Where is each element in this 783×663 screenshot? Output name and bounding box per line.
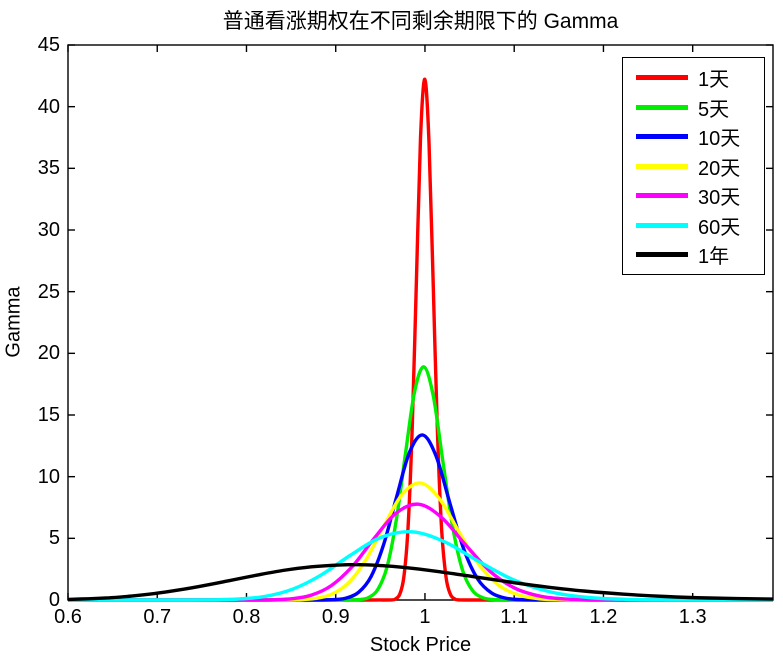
legend-line-swatch	[636, 75, 688, 81]
x-tick-label: 0.7	[143, 606, 172, 628]
legend-line-swatch	[636, 104, 688, 110]
series-line	[67, 77, 773, 602]
series-line	[67, 502, 773, 602]
x-tick-label: 1	[419, 606, 431, 628]
x-tick-label: 0.6	[54, 606, 82, 628]
x-tick-label: 0.9	[321, 606, 350, 628]
x-tick-label: 1.3	[678, 606, 707, 628]
legend-item: 1年	[623, 240, 764, 270]
legend-item-label: 10天	[698, 128, 741, 151]
legend-item-label: 60天	[698, 216, 741, 239]
legend-line-swatch	[636, 252, 688, 258]
y-tick-label: 25	[37, 280, 60, 303]
y-tick-label: 10	[37, 465, 60, 488]
series-line	[67, 481, 773, 602]
legend-line-swatch	[636, 163, 688, 169]
y-tick-label: 15	[37, 404, 60, 426]
legend-item: 30天	[623, 181, 764, 211]
legend-item: 20天	[623, 152, 764, 182]
legend-item: 60天	[623, 211, 764, 241]
axes-box	[67, 44, 774, 601]
legend-item: 1天	[623, 63, 764, 93]
legend-line-swatch	[636, 222, 688, 228]
x-tick-label: 1.1	[500, 606, 529, 628]
y-tick-label: 0	[48, 589, 60, 611]
x-tick-label: 1.2	[589, 606, 618, 628]
legend-item-label: 1年	[698, 246, 730, 269]
legend-item: 5天	[623, 93, 764, 123]
legend: 1天 5天 10天 20天 30天 60天 1年	[622, 57, 765, 275]
y-tick-label: 45	[37, 34, 60, 56]
y-tick-label: 30	[37, 219, 60, 241]
series-line	[67, 562, 774, 602]
legend-item: 10天	[623, 122, 764, 152]
legend-line-swatch	[636, 193, 688, 199]
legend-item-label: 20天	[698, 157, 741, 180]
y-tick-label: 5	[48, 527, 60, 550]
chart-title: 普通看涨期权在不同剩余期限下的 Gamma	[222, 10, 619, 33]
y-tick-label: 20	[37, 342, 60, 365]
legend-item-label: 30天	[698, 187, 741, 210]
legend-item-label: 1天	[698, 69, 730, 92]
y-tick-label: 40	[37, 95, 60, 118]
x-tick-label: 0.8	[232, 606, 261, 628]
series-line	[67, 529, 773, 602]
legend-item-label: 5天	[698, 98, 730, 121]
y-tick-label: 35	[37, 157, 60, 180]
series-line	[67, 433, 773, 602]
x-axis-label: Stock Price	[369, 634, 472, 656]
legend-line-swatch	[636, 134, 688, 140]
series-line	[67, 365, 773, 602]
